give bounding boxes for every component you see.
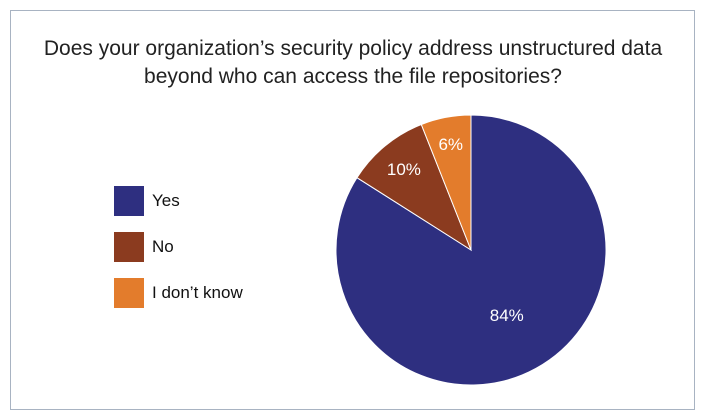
pie-label-yes: 84% [490,306,524,325]
pie-labels: 84% 10% 6% [387,135,524,325]
legend-label-no: No [152,237,174,256]
pie-slice-no [356,123,473,252]
pie-label-no: 10% [387,160,421,179]
pie-slices [335,114,607,386]
pie-label-dont-know: 6% [438,135,463,154]
legend-item-yes: Yes [114,186,314,216]
legend-swatch-yes [114,186,144,216]
pie-slice-dont-know [420,114,472,251]
legend-swatch-dont-know [114,278,144,308]
legend-item-no: No [114,232,314,262]
legend-label-dont-know: I don’t know [152,283,243,302]
chart-title: Does your organization’s security policy… [43,37,663,88]
legend-item-dont-know: I don’t know [114,278,314,308]
legend-label-yes: Yes [152,191,180,210]
legend-swatch-no [114,232,144,262]
